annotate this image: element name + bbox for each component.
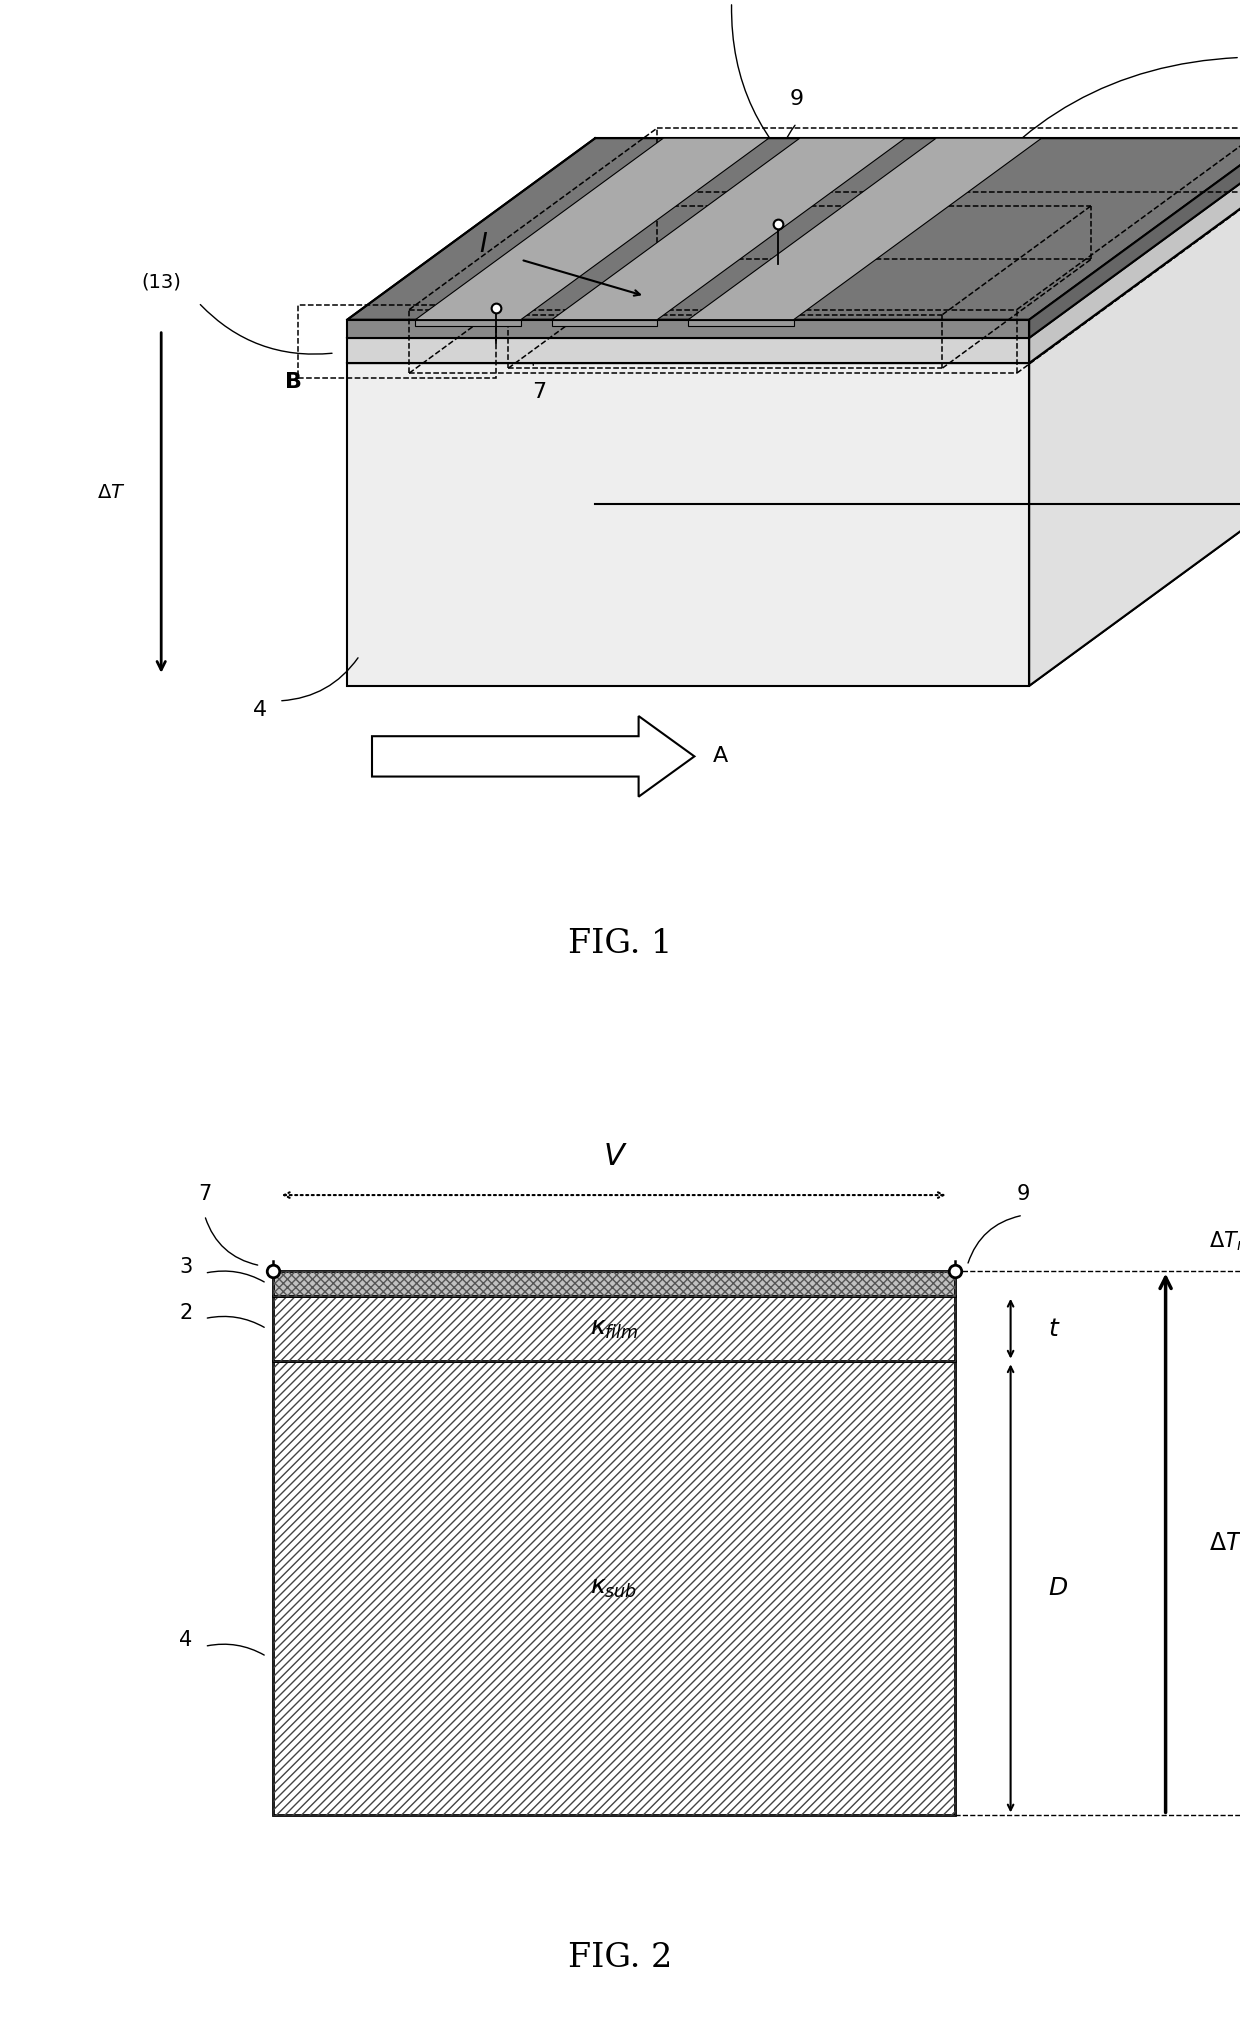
Text: $\kappa_{\mathit{film}}$: $\kappa_{\mathit{film}}$ xyxy=(589,1317,639,1341)
Bar xyxy=(273,1271,955,1295)
Polygon shape xyxy=(347,319,1029,337)
Text: V: V xyxy=(604,1142,624,1170)
Polygon shape xyxy=(1029,155,1240,363)
Text: 9: 9 xyxy=(1017,1184,1029,1204)
Text: 7: 7 xyxy=(532,383,547,401)
Polygon shape xyxy=(688,319,794,325)
Text: $\Delta T$: $\Delta T$ xyxy=(98,484,125,502)
Polygon shape xyxy=(552,137,905,319)
Text: $\Delta T_{mp}$: $\Delta T_{mp}$ xyxy=(1209,1228,1240,1255)
Polygon shape xyxy=(347,504,1240,686)
Polygon shape xyxy=(347,182,1240,363)
Text: $\Delta T$: $\Delta T$ xyxy=(1209,1531,1240,1555)
Text: A: A xyxy=(713,746,728,766)
Text: 3: 3 xyxy=(180,1257,192,1277)
Text: I: I xyxy=(480,232,487,258)
Text: 4: 4 xyxy=(253,700,268,720)
Bar xyxy=(273,1361,955,1815)
Polygon shape xyxy=(347,137,1240,319)
Text: FIG. 1: FIG. 1 xyxy=(568,928,672,960)
Text: (13): (13) xyxy=(141,272,181,290)
Text: $D$: $D$ xyxy=(1048,1577,1068,1599)
Text: 2: 2 xyxy=(180,1303,192,1323)
Polygon shape xyxy=(415,137,769,319)
Text: 7: 7 xyxy=(198,1184,211,1204)
Polygon shape xyxy=(347,337,1029,363)
Polygon shape xyxy=(1029,137,1240,337)
Text: B: B xyxy=(285,373,303,391)
Text: $t$: $t$ xyxy=(1048,1317,1060,1341)
Bar xyxy=(298,305,496,379)
FancyArrow shape xyxy=(372,716,694,797)
Polygon shape xyxy=(688,137,1042,319)
Polygon shape xyxy=(1029,182,1240,686)
Polygon shape xyxy=(415,319,521,325)
Text: 9: 9 xyxy=(790,89,804,109)
Polygon shape xyxy=(347,363,1029,686)
Text: $\kappa_{\mathit{sub}}$: $\kappa_{\mathit{sub}}$ xyxy=(590,1577,637,1599)
Polygon shape xyxy=(347,155,1240,337)
Bar xyxy=(273,1295,955,1361)
Polygon shape xyxy=(552,319,657,325)
Text: 4: 4 xyxy=(180,1630,192,1650)
Text: FIG. 2: FIG. 2 xyxy=(568,1942,672,1973)
